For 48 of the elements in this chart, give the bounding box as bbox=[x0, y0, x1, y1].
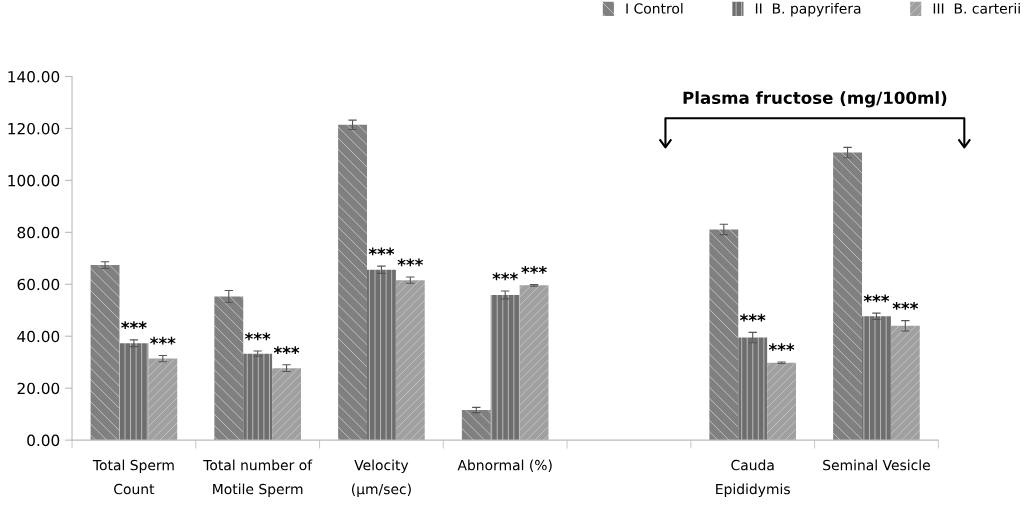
y-tick-label: 140.00 bbox=[8, 70, 60, 83]
x-tick-label: Seminal Vesicle bbox=[823, 459, 930, 471]
bar bbox=[767, 362, 797, 441]
bar bbox=[738, 337, 768, 441]
bar bbox=[338, 124, 367, 441]
data-label: *** bbox=[768, 343, 795, 352]
bar bbox=[395, 280, 425, 441]
data-label: *** bbox=[892, 302, 919, 310]
bar bbox=[519, 285, 549, 441]
data-label: *** bbox=[492, 272, 518, 281]
y-tick-label: 0.00 bbox=[27, 434, 60, 447]
x-tick-label: Total Sperm Count bbox=[92, 459, 174, 495]
y-tick-label: 80.00 bbox=[17, 226, 60, 239]
legend-label: III B. carterii bbox=[933, 2, 1020, 14]
bar bbox=[272, 368, 301, 441]
bar bbox=[833, 152, 863, 441]
y-tick-label: 120.00 bbox=[8, 122, 60, 135]
data-label: *** bbox=[244, 332, 271, 341]
y-tick-label: 20.00 bbox=[17, 382, 60, 395]
data-label: *** bbox=[521, 265, 547, 274]
x-tick-label: Total number of Motile Sperm bbox=[203, 459, 313, 498]
annotation: Plasma fructose (mg/100ml) bbox=[683, 91, 947, 108]
data-label: *** bbox=[121, 321, 147, 329]
x-tick-label: Velocity (µm/sec) bbox=[351, 459, 411, 498]
x-tick-label: Abnormal (%) bbox=[457, 459, 552, 472]
data-label: *** bbox=[863, 294, 890, 303]
y-tick-label: 60.00 bbox=[17, 278, 60, 291]
bar bbox=[461, 410, 491, 441]
legend-label: I Control bbox=[626, 2, 683, 14]
bar bbox=[119, 343, 149, 441]
bar bbox=[90, 265, 120, 441]
data-label: *** bbox=[273, 346, 300, 354]
bar bbox=[862, 316, 891, 441]
bar bbox=[490, 294, 520, 441]
bar bbox=[890, 325, 920, 441]
legend-label: II B. papyrifera bbox=[755, 2, 861, 17]
x-tick-label: Cauda Epididymis bbox=[716, 459, 790, 498]
bar bbox=[148, 358, 178, 441]
bar bbox=[366, 269, 396, 441]
data-label: *** bbox=[150, 336, 176, 345]
y-tick-label: 40.00 bbox=[17, 330, 60, 343]
bar bbox=[214, 296, 244, 441]
data-label: *** bbox=[397, 258, 424, 267]
bar bbox=[243, 353, 273, 441]
data-label: *** bbox=[368, 247, 395, 256]
y-tick-label: 100.00 bbox=[8, 174, 60, 187]
data-label: *** bbox=[739, 313, 766, 322]
bar bbox=[709, 229, 739, 441]
